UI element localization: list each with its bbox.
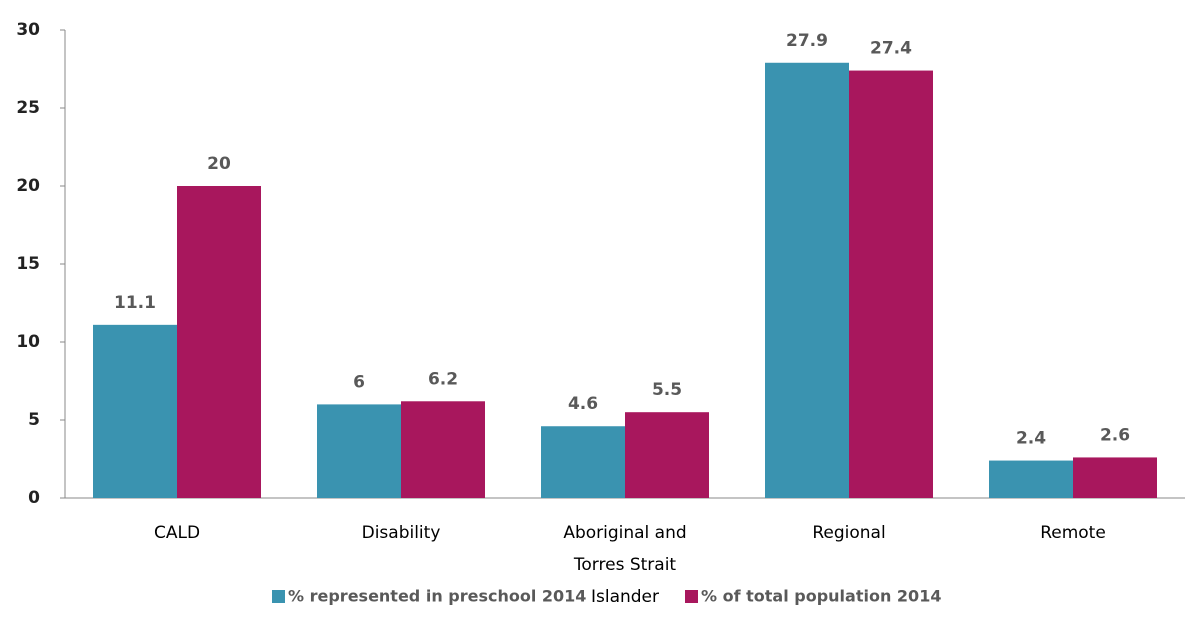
bar	[93, 324, 177, 498]
value-label: 4.6	[568, 394, 598, 414]
value-label: 2.6	[1100, 425, 1130, 445]
y-tick-label: 15	[16, 254, 40, 274]
bar	[1073, 457, 1157, 498]
bar	[541, 426, 625, 498]
value-label: 27.4	[870, 39, 912, 59]
value-label: 20	[207, 154, 231, 174]
bar	[765, 62, 849, 498]
legend-swatch	[685, 590, 698, 603]
y-tick-label: 20	[16, 176, 40, 196]
legend-label: % represented in preschool 2014	[288, 587, 586, 606]
y-tick-label: 5	[28, 410, 40, 430]
y-tick-label: 0	[28, 488, 40, 508]
x-tick-label: Remote	[1040, 523, 1106, 543]
y-tick-label: 30	[16, 20, 40, 40]
bar	[849, 70, 933, 498]
x-tick-label: CALD	[154, 523, 200, 543]
bar	[989, 460, 1073, 498]
value-label: 6	[353, 372, 365, 392]
legend-swatch	[272, 590, 285, 603]
value-label: 11.1	[114, 293, 156, 313]
value-label: 5.5	[652, 380, 682, 400]
bar	[317, 404, 401, 498]
x-tick-label: Disability	[362, 523, 441, 543]
y-tick-label: 10	[16, 332, 40, 352]
value-label: 6.2	[428, 369, 458, 389]
value-label: 2.4	[1016, 429, 1046, 449]
legend-label: % of total population 2014	[701, 587, 941, 606]
x-tick-label: Regional	[812, 523, 885, 543]
value-label: 27.9	[786, 31, 828, 51]
bar	[401, 401, 485, 498]
x-tick-label: Aboriginal and Torres Strait Islander	[563, 523, 686, 607]
bar	[177, 186, 261, 498]
bar	[625, 412, 709, 498]
y-tick-label: 25	[16, 98, 40, 118]
